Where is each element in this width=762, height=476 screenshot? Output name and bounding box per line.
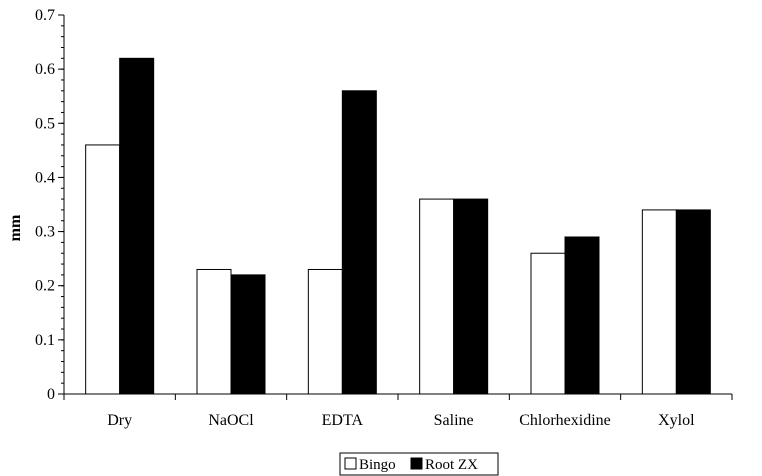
bar-root-zx-saline: [453, 198, 489, 395]
bar-root-zx-xylol: [675, 209, 711, 395]
x-category-label: EDTA: [322, 412, 364, 429]
y-axis-label: mm: [7, 214, 24, 241]
y-tick-label: 0.1: [35, 332, 55, 349]
y-tick-label: 0: [47, 386, 55, 403]
y-ticks-group: 0 0.1 0.2 0.3 0.4 0.5 0.6 0.7: [35, 7, 64, 403]
bar-root-zx-dry: [119, 57, 155, 395]
x-category-label: Dry: [107, 412, 132, 429]
y-tick-label: 0.2: [35, 278, 55, 295]
bar-bingo-edta: [307, 268, 343, 395]
bars-group: [85, 57, 711, 395]
y-tick-label: 0.6: [35, 61, 55, 78]
bar-bingo-dry: [85, 144, 121, 395]
x-category-label: Chlorhexidine: [519, 412, 611, 429]
y-tick-label: 0.3: [35, 224, 55, 241]
legend: Bingo Root ZX: [339, 452, 499, 476]
legend-swatch-root-zx: [410, 457, 423, 470]
x-category-label: NaOCl: [208, 412, 254, 429]
legend-swatch-bingo: [344, 457, 357, 470]
bar-root-zx-chlorhexidine: [564, 236, 600, 395]
bar-bingo-saline: [419, 198, 455, 395]
y-tick-label: 0.4: [35, 169, 55, 186]
bar-bingo-chlorhexidine: [530, 252, 566, 395]
x-category-label: Xylol: [658, 412, 695, 429]
y-tick-label: 0.5: [35, 115, 55, 132]
legend-label-bingo: Bingo: [359, 457, 396, 473]
x-ticks-group: Dry NaOCl EDTA Saline Chlorhexidine Xylol: [63, 394, 733, 429]
legend-label-root-zx: Root ZX: [425, 457, 478, 473]
bar-root-zx-naocl: [230, 274, 266, 395]
bar-bingo-xylol: [641, 209, 677, 395]
bar-bingo-naocl: [196, 268, 232, 395]
bar-root-zx-edta: [341, 90, 377, 395]
x-category-label: Saline: [434, 412, 474, 429]
axes-group: [63, 15, 732, 395]
y-tick-label: 0.7: [35, 7, 55, 24]
